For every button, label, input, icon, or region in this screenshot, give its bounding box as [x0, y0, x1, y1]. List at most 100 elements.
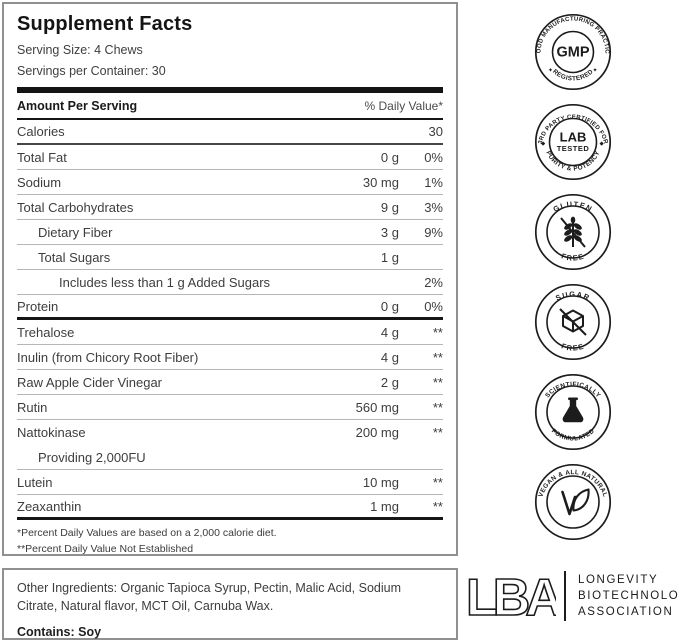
row-daily-value: ** [432, 399, 443, 415]
table-row: Protein 0 g 0% [17, 295, 443, 320]
row-label: Includes less than 1 g Added Sugars [59, 274, 271, 290]
svg-text:FORMULATED: FORMULATED [550, 428, 596, 443]
logo-line-biotechnology: BIOTECHNOLOGY [578, 590, 679, 602]
row-label: Nattokinase [17, 425, 86, 440]
row-label: Raw Apple Cider Vinegar [17, 374, 163, 390]
diamond-icon: ◆ [541, 141, 546, 147]
row-daily-value: ** [432, 374, 443, 390]
row-label: Providing 2,000FU [38, 449, 146, 465]
logo-line-longevity: LONGEVITY [578, 574, 659, 586]
row-daily-value: ** [432, 474, 443, 490]
table-row: Dietary Fiber 3 g 9% [17, 220, 443, 245]
row-amount: 3 g [380, 224, 399, 240]
amount-per-serving-header: Amount Per Serving [17, 99, 138, 113]
row-amount: 200 mg [355, 425, 399, 440]
svg-text:SUGAR: SUGAR [554, 290, 592, 303]
table-row: Nattokinase 200 mg ** [17, 420, 443, 445]
lab-tested-badge: 3RD PARTY CERTIFIED FOR PURITY & POTENCY… [533, 102, 613, 182]
row-amount: 1 mg [370, 498, 399, 514]
table-row: Trehalose 4 g ** [17, 320, 443, 345]
other-ingredients-text: Other Ingredients: Organic Tapioca Syrup… [17, 581, 401, 613]
row-label: Trehalose [17, 324, 75, 340]
row-label: Protein [17, 298, 59, 314]
wheat-crossed-icon [560, 216, 586, 248]
vegan-all-natural-badge: VEGAN & ALL NATURAL [533, 462, 613, 542]
table-row: Includes less than 1 g Added Sugars 2% [17, 270, 443, 295]
row-amount: 560 mg [355, 399, 399, 415]
footnote-not-established: **Percent Daily Value Not Established [17, 542, 194, 555]
row-amount: 30 mg [362, 174, 399, 190]
footnote-daily-value: *Percent Daily Values are based on a 2,0… [17, 527, 277, 539]
star-icon: ✦ [548, 67, 553, 74]
row-label: Lutein [17, 474, 53, 490]
svg-text:GLUTEN: GLUTEN [552, 199, 595, 213]
lba-logo-mark: LBA [468, 570, 556, 622]
flask-icon [562, 397, 584, 423]
lba-mark-text: LBA [468, 570, 556, 622]
sugar-free-badge-icon: SUGAR FREE [534, 283, 612, 361]
table-row: Zeaxanthin 1 mg ** [17, 495, 443, 520]
row-label: Rutin [17, 399, 48, 415]
row-daily-value: 0% [424, 298, 443, 314]
other-ingredients-box: Other Ingredients: Organic Tapioca Syrup… [2, 568, 458, 640]
row-amount: 1 g [380, 249, 399, 265]
row-daily-value: 9% [424, 224, 443, 240]
row-daily-value: 1% [424, 174, 443, 190]
supplement-facts-panel: Supplement Facts Serving Size: 4 Chews S… [2, 2, 458, 556]
row-amount: 9 g [380, 199, 399, 215]
row-label: Total Fat [17, 149, 67, 165]
lab-center-line2: TESTED [557, 144, 590, 153]
svg-text:FREE: FREE [560, 341, 586, 352]
sugar-bottom-arc-text: FREE [560, 341, 584, 352]
gluten-free-badge-icon: GLUTEN FREE [534, 193, 612, 271]
scientifically-formulated-badge: SCIENTIFICALLY FORMULATED [533, 372, 613, 452]
row-daily-value: 0% [424, 149, 443, 165]
gmp-bottom-arc-text: REGISTERED [551, 68, 594, 82]
gluten-bottom-arc-text: FREE [560, 251, 584, 262]
formulated-bottom-arc-text: FORMULATED [550, 428, 596, 443]
vegan-all-natural-badge-icon: VEGAN & ALL NATURAL [534, 463, 612, 541]
contains-text: Contains: Soy [17, 625, 102, 639]
row-daily-value: 30 [428, 124, 443, 139]
table-row: Raw Apple Cider Vinegar 2 g ** [17, 370, 443, 395]
row-daily-value: 3% [424, 199, 443, 215]
row-amount: 0 g [380, 298, 399, 314]
row-daily-value: ** [432, 324, 443, 340]
row-label: Dietary Fiber [38, 224, 113, 240]
gmp-center-text: GMP [556, 45, 589, 61]
table-row: Lutein 10 mg ** [17, 470, 443, 495]
lab-center-line1: LAB [560, 130, 587, 145]
row-amount: 10 mg [362, 474, 399, 490]
lba-logo-text: LONGEVITY BIOTECHNOLOGY ASSOCIATION [578, 572, 679, 620]
table-row: Total Sugars 1 g [17, 245, 443, 270]
divider-thick-bar [17, 87, 443, 93]
table-row: Total Carbohydrates 9 g 3% [17, 195, 443, 220]
panel-title: Supplement Facts [17, 13, 193, 35]
table-row: Providing 2,000FU [17, 445, 443, 470]
scientifically-formulated-badge-icon: SCIENTIFICALLY FORMULATED [534, 373, 612, 451]
gmp-badge-icon: GOOD MANUFACTURING PRACTICE REGISTERED ✦… [533, 12, 612, 91]
nutrition-table: Calories 30 Total Fat 0 g 0% Sodium 30 m… [17, 120, 443, 520]
leaf-icon [561, 488, 590, 516]
diamond-icon: ◆ [600, 141, 605, 147]
row-label: Inulin (from Chicory Root Fiber) [17, 349, 199, 365]
row-daily-value: ** [432, 349, 443, 365]
star-icon: ✦ [593, 67, 598, 74]
table-row: Rutin 560 mg ** [17, 395, 443, 420]
table-row: Total Fat 0 g 0% [17, 145, 443, 170]
daily-value-header: % Daily Value* [364, 99, 443, 113]
row-amount: 2 g [380, 374, 399, 390]
lab-tested-badge-icon: 3RD PARTY CERTIFIED FOR PURITY & POTENCY… [534, 103, 612, 181]
logo-line-association: ASSOCIATION [578, 606, 674, 618]
row-amount: 4 g [380, 349, 399, 365]
gluten-top-arc-text: GLUTEN [552, 199, 594, 213]
svg-text:FREE: FREE [560, 251, 586, 262]
row-label: Sodium [17, 174, 62, 190]
row-label: Total Carbohydrates [17, 199, 134, 215]
logo-divider [564, 571, 566, 621]
row-daily-value: 2% [424, 274, 443, 290]
certification-badges: GOOD MANUFACTURING PRACTICE REGISTERED ✦… [533, 12, 613, 552]
lba-logo-block: LBA LONGEVITY BIOTECHNOLOGY ASSOCIATION [468, 570, 679, 622]
footnotes: *Percent Daily Values are based on a 2,0… [17, 520, 443, 558]
